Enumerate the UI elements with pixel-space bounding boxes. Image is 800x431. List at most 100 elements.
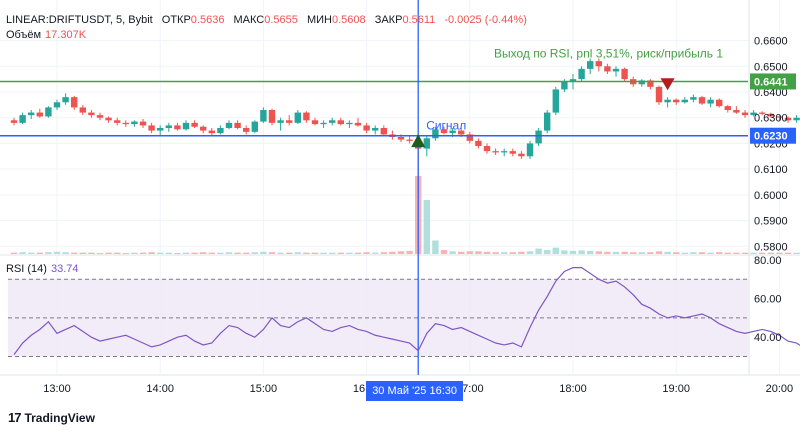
volume-bar: [389, 251, 396, 254]
rsi-tick-label: 60.00: [754, 294, 782, 306]
volume-bar: [767, 252, 774, 254]
candle-body: [492, 151, 499, 153]
candle-body: [372, 128, 379, 131]
candle-body: [578, 68, 585, 80]
volume-bar: [423, 199, 430, 254]
volume-bar: [638, 252, 645, 254]
price-tick-label: 0.5800: [754, 241, 788, 253]
volume-bar: [440, 249, 448, 254]
price-tick-label: 0.6600: [754, 36, 788, 48]
candle-body: [122, 122, 129, 125]
candle-body: [53, 102, 61, 108]
candle-body: [681, 99, 688, 103]
candle-body: [690, 97, 697, 100]
volume-bar: [105, 252, 112, 254]
volume-bar: [501, 252, 508, 254]
candle-body: [165, 125, 172, 128]
candle-body: [96, 115, 104, 118]
candle-body: [174, 125, 181, 130]
volume-bar: [217, 252, 224, 254]
time-tick-label: 18:00: [559, 383, 587, 395]
time-tick-label: 19:00: [662, 383, 690, 395]
volume-bar: [10, 252, 18, 254]
exit-down-arrow-icon: [660, 78, 675, 91]
candle-body: [535, 130, 542, 144]
volume-bar: [595, 251, 602, 254]
volume-label[interactable]: Объём: [6, 29, 42, 41]
rsi-legend: RSI (14) 33.74: [6, 263, 79, 275]
volume-bar: [492, 252, 499, 254]
candle-body: [741, 112, 749, 116]
change-value: -0.0025 (-0.44%): [444, 14, 527, 26]
candle-body: [234, 122, 241, 128]
volume-bar: [200, 252, 207, 254]
candle-body: [243, 128, 250, 132]
volume-bar: [354, 252, 362, 254]
candle-body: [277, 120, 284, 123]
volume-bar: [260, 251, 267, 254]
close-value: 0.5611: [402, 14, 436, 26]
candle-body: [260, 110, 267, 122]
volume-value: 17.307K: [45, 29, 87, 41]
candle-body: [79, 107, 86, 113]
candle-body: [466, 134, 473, 141]
crosshair-time-badge: 30 Май '25 16:30: [366, 381, 464, 401]
volume-bar: [337, 252, 344, 254]
time-tick-label: 14:00: [146, 383, 174, 395]
candle-body: [225, 122, 233, 128]
volume-bar: [139, 252, 147, 254]
candle-body: [346, 122, 353, 125]
volume-bar: [36, 252, 43, 254]
candle-body: [45, 107, 52, 117]
volume-bar: [277, 252, 284, 254]
volume-bar: [561, 250, 568, 254]
candle-body: [440, 129, 448, 134]
volume-bar: [612, 251, 620, 254]
volume-bar: [509, 252, 516, 254]
candle-body: [105, 117, 112, 121]
candle-body: [354, 122, 362, 126]
candle-body: [71, 97, 78, 108]
candle-body: [767, 113, 774, 117]
candle-body: [131, 121, 138, 125]
rsi-band: [8, 279, 748, 357]
candle-body: [501, 151, 508, 153]
volume-bar: [45, 252, 52, 254]
candle-body: [157, 128, 164, 131]
volume-bar: [698, 252, 706, 254]
candle-body: [587, 61, 594, 69]
price-level-badge: [750, 127, 796, 144]
rsi-label[interactable]: RSI (14): [6, 263, 47, 275]
candle-body: [191, 122, 198, 127]
price-tick-label: 0.6100: [754, 164, 788, 176]
candle-body: [28, 112, 35, 116]
candle-body: [518, 153, 525, 157]
high-value: 0.5655: [264, 14, 298, 26]
volume-bar: [62, 252, 69, 254]
volume-bar: [28, 252, 35, 254]
volume-bar: [329, 252, 336, 254]
volume-bar: [630, 252, 637, 254]
volume-bar: [604, 251, 611, 254]
candle-body: [294, 112, 301, 123]
volume-bar: [397, 251, 405, 254]
volume-bar: [716, 252, 723, 254]
volume-bar: [466, 251, 473, 254]
symbol-label[interactable]: LINEAR:DRIFTUSDT, 5, Bybit: [6, 14, 153, 26]
tradingview-brand[interactable]: 17 TradingView: [8, 410, 95, 425]
volume-bar: [251, 252, 258, 254]
open-value: 0.5636: [190, 14, 225, 26]
tradingview-logo-icon: 17: [8, 410, 22, 425]
candle-body: [526, 143, 534, 157]
rsi-value: 33.74: [50, 263, 79, 275]
candle-body: [612, 68, 620, 72]
volume-bar: [535, 248, 542, 254]
candle-body: [552, 89, 559, 113]
volume-bar: [647, 252, 654, 254]
volume-bar: [148, 252, 155, 254]
candle-body: [784, 117, 792, 121]
price-tick-label: 0.6300: [754, 113, 788, 125]
candle-body: [724, 106, 731, 110]
candle-body: [10, 120, 18, 123]
candle-body: [621, 68, 628, 80]
